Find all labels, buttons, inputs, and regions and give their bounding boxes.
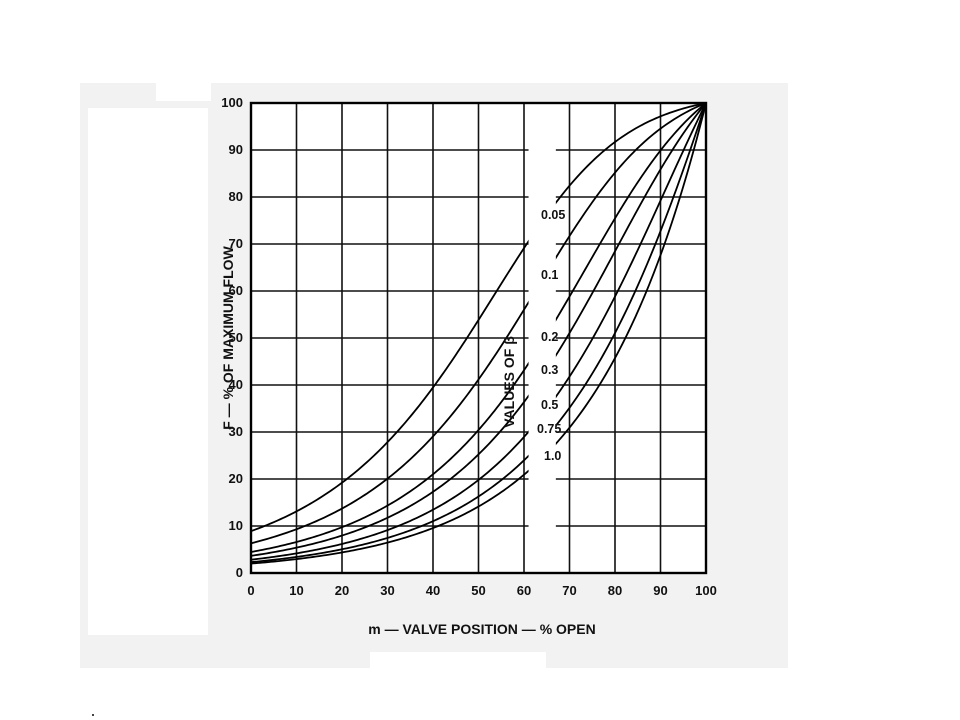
y-tick-labels: 0 10 20 30 40 50 60 70 80 90 100 bbox=[221, 95, 243, 580]
beta-label: 1.0 bbox=[544, 449, 561, 463]
beta-label: 0.2 bbox=[541, 330, 558, 344]
axis-frame bbox=[249, 101, 708, 575]
beta-label-gap bbox=[528, 117, 556, 573]
x-tick-label: 10 bbox=[289, 583, 303, 598]
y-axis-title: F — % OF MAXIMUM FLOW bbox=[220, 245, 236, 429]
y-tick-label: 50 bbox=[229, 330, 243, 345]
x-tick-label: 70 bbox=[562, 583, 576, 598]
x-tick-label: 50 bbox=[471, 583, 485, 598]
scan-page-left-white bbox=[88, 108, 208, 635]
x-tick-labels: 0 10 20 30 40 50 60 70 80 90 100 bbox=[247, 583, 716, 598]
x-tick-label: 60 bbox=[517, 583, 531, 598]
y-tick-label: 70 bbox=[229, 236, 243, 251]
x-tick-label: 40 bbox=[426, 583, 440, 598]
plot-area: 0 10 20 30 40 50 60 70 80 90 100 0 10 20 30 40 50 60 70 80… bbox=[221, 95, 717, 598]
y-tick-label: 0 bbox=[236, 565, 243, 580]
x-tick-label: 30 bbox=[380, 583, 394, 598]
curve-beta-0.3 bbox=[250, 102, 707, 557]
beta-label: 0.5 bbox=[541, 398, 558, 412]
scan-speck bbox=[92, 714, 94, 716]
y-tick-label: 20 bbox=[229, 471, 243, 486]
curve-beta-0.75 bbox=[250, 102, 707, 564]
y-tick-label: 30 bbox=[229, 424, 243, 439]
beta-label: 0.1 bbox=[541, 268, 558, 282]
x-tick-label: 80 bbox=[608, 583, 622, 598]
scan-page-bottom-notch bbox=[370, 652, 546, 668]
beta-label: 0.75 bbox=[537, 422, 561, 436]
y-tick-label: 80 bbox=[229, 189, 243, 204]
curve-beta-0.2 bbox=[250, 102, 707, 553]
beta-label: 0.05 bbox=[541, 208, 565, 222]
scan-page-top-notch bbox=[156, 83, 211, 101]
y-tick-label: 10 bbox=[229, 518, 243, 533]
x-tick-label: 100 bbox=[695, 583, 717, 598]
beta-labels: 0.05 0.1 0.2 0.3 0.5 0.75 1.0 bbox=[537, 208, 565, 463]
x-tick-label: 0 bbox=[247, 583, 254, 598]
x-tick-label: 90 bbox=[653, 583, 667, 598]
y-tick-label: 90 bbox=[229, 142, 243, 157]
curves bbox=[250, 102, 707, 565]
label-gap-band bbox=[528, 117, 556, 573]
legend-title: VALUES OF β bbox=[501, 336, 517, 428]
y-tick-label: 100 bbox=[221, 95, 243, 110]
curve-beta-1.0 bbox=[250, 102, 707, 565]
curve-beta-0.05 bbox=[250, 102, 707, 532]
curve-beta-0.1 bbox=[250, 102, 707, 545]
x-tick-label: 20 bbox=[335, 583, 349, 598]
curve-beta-0.5 bbox=[250, 102, 707, 561]
beta-label: 0.3 bbox=[541, 363, 558, 377]
y-tick-label: 40 bbox=[229, 377, 243, 392]
y-tick-label: 60 bbox=[229, 283, 243, 298]
x-axis-title: m — VALVE POSITION — % OPEN bbox=[368, 621, 595, 637]
